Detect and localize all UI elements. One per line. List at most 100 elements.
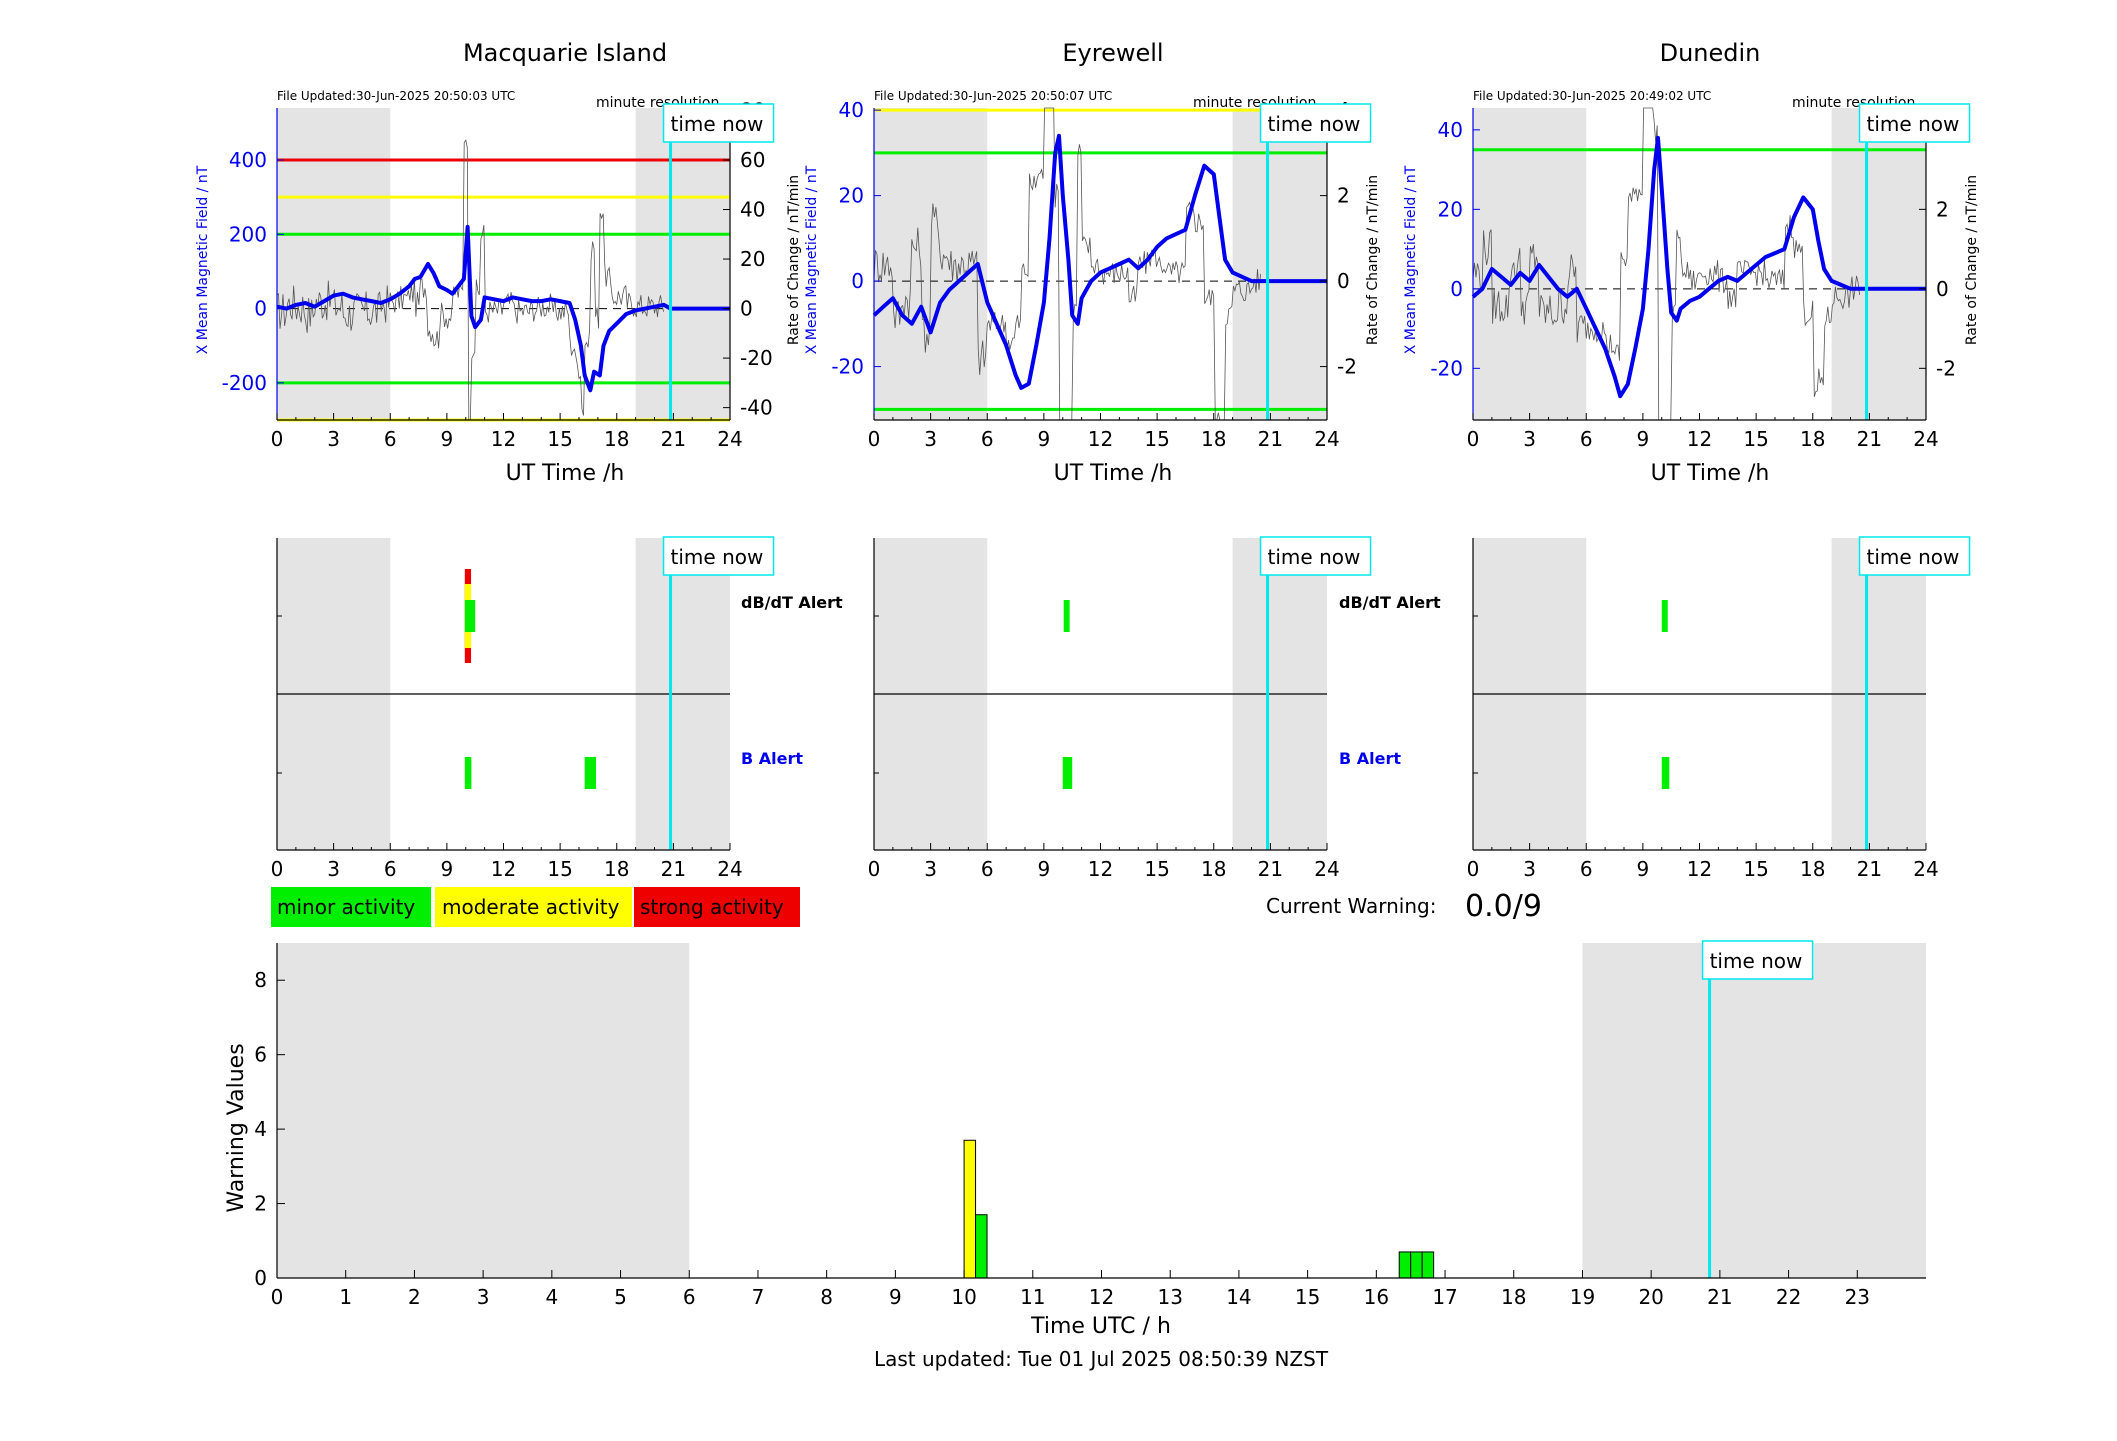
legend-moderate-label: moderate activity <box>442 895 620 919</box>
alert-chart-1-xtick-label: 12 <box>1088 857 1113 881</box>
alert-chart-0-xtick-label: 18 <box>604 857 629 881</box>
line-chart-1-xtick-label: 24 <box>1314 427 1339 451</box>
warning-chart-xtick-label: 18 <box>1501 1285 1526 1309</box>
alert-chart-1-xtick-label: 24 <box>1314 857 1339 881</box>
line-chart-1-xtick-label: 9 <box>1038 427 1051 451</box>
current-warning-label: Current Warning: <box>1266 894 1436 918</box>
warning-chart-xtick-label: 22 <box>1776 1285 1801 1309</box>
b-alert-label-2: B Alert <box>1339 749 1401 768</box>
alert-chart-2-xtick-label: 3 <box>1523 857 1536 881</box>
line-chart-2-xtick-label: 9 <box>1637 427 1650 451</box>
alert-chart-1-xtick-label: 6 <box>981 857 994 881</box>
alert-chart-0-xtick-label: 0 <box>271 857 284 881</box>
warning-chart-ytick-label: 4 <box>254 1117 267 1141</box>
alert-chart-1-time-now-label: time now <box>1268 545 1361 569</box>
line-chart-0-y2tick-label: 20 <box>740 247 765 271</box>
line-chart-2-y2tick-label: 2 <box>1936 197 1949 221</box>
alert-chart-1-xtick-label: 15 <box>1144 857 1169 881</box>
line-chart-0-xtick-label: 24 <box>717 427 742 451</box>
warning-chart-xtick-label: 14 <box>1226 1285 1251 1309</box>
alert-chart-0-xtick-label: 15 <box>547 857 572 881</box>
xlabel-warning: Time UTC / h <box>1030 1314 1171 1339</box>
line-chart-2-field-line <box>1471 135 1926 399</box>
current-warning-value: 0.0/9 <box>1465 889 1542 924</box>
warning-chart-bar-4 <box>1421 1251 1435 1279</box>
line-chart-2-ytick-label: 20 <box>1438 197 1463 221</box>
warning-chart-xtick-label: 23 <box>1845 1285 1870 1309</box>
alert-chart-2-xtick-label: 24 <box>1913 857 1938 881</box>
alert-chart-1-xtick-label: 9 <box>1038 857 1051 881</box>
warning-chart-xtick-label: 6 <box>683 1285 696 1309</box>
line-chart-0-shade-0 <box>277 108 391 420</box>
warning-chart-xtick-label: 20 <box>1638 1285 1663 1309</box>
line-chart-2-y2tick-label: 0 <box>1936 277 1949 301</box>
line-chart-2-xtick-label: 3 <box>1523 427 1536 451</box>
line-chart-2-xtick-label: 18 <box>1800 427 1825 451</box>
warning-chart-bar-1 <box>975 1214 988 1279</box>
ylabel-dunedin: X Mean Magnetic Field / nT <box>1403 165 1419 354</box>
y2label-macquarie: Rate of Change / nT/min <box>786 175 802 345</box>
alert-chart-1-time-now-box <box>1259 536 1372 576</box>
legend-strong-label: strong activity <box>640 895 784 919</box>
line-chart-0-xtick-label: 0 <box>271 427 284 451</box>
alert-chart-2-xtick-label: 18 <box>1800 857 1825 881</box>
line-chart-1-time-now-label: time now <box>1268 112 1361 136</box>
line-chart-0-ytick-label: -200 <box>222 371 267 395</box>
warning-chart-time-now-label: time now <box>1710 949 1803 973</box>
line-chart-0-ytick-label: 200 <box>229 222 267 246</box>
line-chart-1-xtick-label: 3 <box>924 427 937 451</box>
ylabel-warning: Warning Values <box>224 1043 249 1212</box>
alert-chart-0-xtick-label: 6 <box>384 857 397 881</box>
dbdt-alert-label-2: dB/dT Alert <box>1339 593 1441 612</box>
warning-chart-xtick-label: 5 <box>614 1285 627 1309</box>
warning-chart-bar-3 <box>1410 1251 1423 1279</box>
line-chart-2-xtick-label: 0 <box>1467 427 1480 451</box>
line-chart-0-y2tick-label: -40 <box>740 396 773 420</box>
legend-minor-swatch <box>271 887 431 927</box>
line-chart-2-y2tick-label: -2 <box>1936 356 1956 380</box>
warning-chart-xtick-label: 9 <box>889 1285 902 1309</box>
line-chart-2-time-now-label: time now <box>1867 112 1960 136</box>
alert-chart-2-time-now-box <box>1858 536 1971 576</box>
warning-chart-xtick-label: 2 <box>408 1285 421 1309</box>
alert-chart-2-xtick-label: 6 <box>1580 857 1593 881</box>
line-chart-0-time-now-box <box>662 103 775 143</box>
xlabel-macquarie: UT Time /h <box>506 461 625 486</box>
file-updated-dunedin: File Updated:30-Jun-2025 20:49:02 UTC <box>1473 89 1711 103</box>
alert-chart-2-time-now-label: time now <box>1867 545 1960 569</box>
line-chart-1-time-now-box <box>1259 103 1372 143</box>
warning-chart-xtick-label: 8 <box>820 1285 833 1309</box>
warning-chart-shade-1 <box>1582 943 1926 1278</box>
line-chart-1-y2tick-label: -2 <box>1337 355 1357 379</box>
alert-chart-1-xtick-label: 0 <box>868 857 881 881</box>
alert-chart-2-b-0-minor <box>1661 757 1670 789</box>
alert-chart-0-xtick-label: 12 <box>491 857 516 881</box>
line-chart-1-ytick-label: -20 <box>831 355 864 379</box>
line-chart-2-xtick-label: 15 <box>1743 427 1768 451</box>
line-chart-2-time-now-box <box>1858 103 1971 143</box>
line-chart-1-ytick-label: 40 <box>839 98 864 122</box>
alert-chart-1-xtick-label: 18 <box>1201 857 1226 881</box>
warning-chart-time-now-box <box>1701 940 1814 980</box>
alert-chart-1-b-0-minor <box>1062 757 1073 789</box>
warning-chart-bar-2 <box>1398 1251 1412 1279</box>
warning-chart-xtick-label: 10 <box>951 1285 976 1309</box>
line-chart-0-y2tick-label: 60 <box>740 148 765 172</box>
alert-chart-0-xtick-label: 9 <box>441 857 454 881</box>
line-chart-0-xtick-label: 12 <box>491 427 516 451</box>
line-chart-0-xtick-label: 21 <box>661 427 686 451</box>
line-chart-0-xtick-label: 15 <box>547 427 572 451</box>
alert-chart-0-xtick-label: 21 <box>661 857 686 881</box>
alert-chart-0-xtick-label: 3 <box>327 857 340 881</box>
warning-chart-xtick-label: 15 <box>1295 1285 1320 1309</box>
line-chart-0-xtick-label: 3 <box>327 427 340 451</box>
line-chart-0-xtick-label: 9 <box>441 427 454 451</box>
alert-chart-0-time-now-box <box>662 536 775 576</box>
xlabel-dunedin: UT Time /h <box>1651 461 1770 486</box>
alert-chart-1-xtick-label: 21 <box>1258 857 1283 881</box>
line-chart-0-ytick-label: 0 <box>254 297 267 321</box>
alert-chart-0-b-0-minor <box>464 757 472 789</box>
alert-chart-0-b-1-minor <box>584 757 596 789</box>
